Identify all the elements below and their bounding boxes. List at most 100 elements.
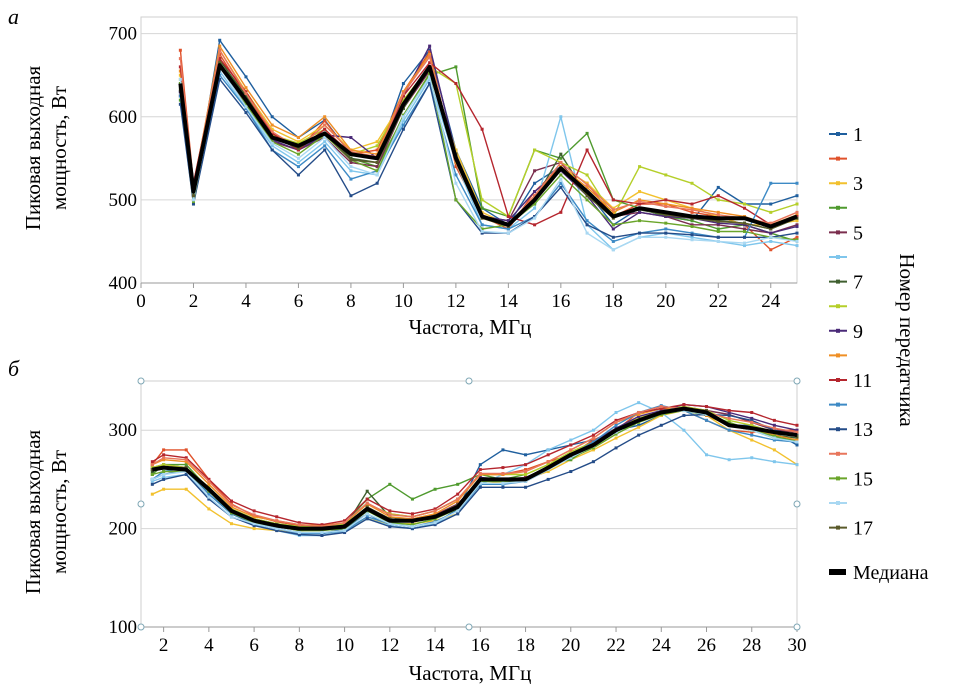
panel-b-series-point-10 — [184, 460, 188, 464]
panel-a-series-point-11 — [743, 206, 747, 210]
panel-a-series-point-16 — [191, 198, 195, 202]
panel-a-series-point-10 — [323, 115, 327, 119]
panel-b-series-point-11 — [388, 509, 392, 513]
panel-b-series-point-12 — [727, 428, 731, 432]
panel-b-series-point-8 — [569, 450, 573, 454]
panel-b-series-point-13 — [343, 531, 347, 535]
panel-a-series-point-16 — [454, 181, 458, 185]
legend-marker-16 — [836, 501, 840, 505]
panel-a-xtick-label: 20 — [656, 291, 675, 312]
panel-b-series-point-11 — [252, 509, 256, 513]
panel-a-series-line-6 — [179, 70, 798, 251]
panel-b-ytick-label: 300 — [109, 420, 138, 441]
panel-a-series-point-12 — [454, 173, 458, 177]
panel-b-series-point-1 — [501, 448, 505, 452]
panel-b-series-point-11 — [343, 519, 347, 523]
panel-a-series-point-5 — [795, 223, 799, 227]
panel-b-series-point-16 — [343, 529, 347, 533]
panel-a-series-point-6 — [270, 144, 274, 148]
panel-b-series-point-11 — [365, 497, 369, 501]
panel-a-series-point-5 — [690, 223, 694, 227]
panel-a-series-point-4 — [690, 219, 694, 223]
panel-a-series-point-17 — [716, 219, 720, 223]
panel-b-series-point-1 — [637, 423, 641, 427]
panel-b-series-point-7 — [365, 489, 369, 493]
panel-a-series-point-12 — [296, 165, 300, 169]
panel-b-series-point-14 — [252, 513, 256, 517]
legend-label-7: 7 — [853, 272, 863, 294]
panel-a-series-point-10 — [428, 52, 432, 56]
panel-a-series-point-1 — [401, 82, 405, 85]
panel-b-series-point-6 — [682, 428, 686, 432]
panel-b-series-point-8 — [727, 418, 731, 422]
panel-b-series-point-16 — [772, 436, 776, 440]
panel-a-series-point-11 — [454, 82, 458, 85]
panel-a-series-point-3 — [585, 181, 589, 185]
panel-a-series-point-15 — [795, 238, 799, 242]
panel-a-series-point-8 — [296, 141, 300, 145]
panel-a-series-point-12 — [506, 227, 510, 231]
panel-a-series-point-13 — [585, 223, 589, 227]
panel-b-xtick-label: 6 — [249, 635, 259, 656]
panel-b-series-point-8 — [524, 472, 528, 476]
selection-handle[interactable] — [137, 623, 145, 631]
panel-b-series-point-8 — [682, 405, 686, 409]
panel-a-series-point-5 — [375, 165, 379, 169]
panel-b-series-line-7 — [152, 407, 798, 531]
panel-b-series-point-11 — [478, 468, 482, 472]
panel-a-series-point-10 — [296, 136, 300, 140]
panel-b-series-point-14 — [546, 460, 550, 464]
panel-b-series-point-3 — [184, 487, 188, 491]
panel-a-series-point-6 — [769, 239, 773, 243]
panel-b-series-point-8 — [162, 463, 166, 467]
panel-b-series-point-12 — [591, 440, 595, 444]
panel-a-series-point-16 — [506, 231, 510, 235]
panel-b-series-point-10 — [207, 482, 211, 486]
panel-a-series-point-17 — [743, 221, 747, 225]
panel-a-series-point-11 — [611, 198, 615, 202]
selection-handle[interactable] — [793, 623, 801, 631]
selection-handle[interactable] — [465, 377, 473, 385]
selection-handle[interactable] — [465, 623, 473, 631]
panel-a-series-point-1 — [244, 75, 248, 79]
panel-a-series-point-13 — [795, 231, 799, 235]
panel-b-series-point-11 — [659, 407, 663, 411]
selection-handle[interactable] — [137, 500, 145, 508]
panel-a-series-point-3 — [375, 140, 379, 144]
panel-b-series-point-11 — [614, 418, 618, 422]
panel-b-series-point-17 — [184, 466, 188, 470]
panel-a-series-point-16 — [769, 235, 773, 239]
legend-marker-15 — [836, 476, 840, 481]
selection-handle[interactable] — [137, 377, 145, 385]
panel-b-series-point-2 — [524, 468, 528, 472]
legend-marker-2 — [836, 156, 840, 161]
panel-b-series-point-11 — [320, 523, 324, 527]
panel-b-series-point-16 — [207, 495, 211, 499]
panel-a-series-point-12 — [611, 239, 615, 243]
panel-a-series-point-3 — [296, 140, 300, 144]
panel-a-series-point-13 — [664, 231, 668, 235]
panel-a-series-point-16 — [244, 105, 248, 109]
panel-b-series-point-15 — [772, 434, 776, 438]
panel-a-series-point-1 — [795, 194, 799, 198]
legend-marker-17 — [836, 525, 840, 530]
panel-a-series-point-12 — [795, 181, 799, 185]
panel-b-series-point-11 — [275, 515, 279, 519]
panel-a-series-point-14 — [428, 55, 432, 59]
panel-b-series-point-13 — [569, 470, 573, 474]
legend-label-13: 13 — [853, 419, 873, 441]
panel-b-series-point-16 — [433, 521, 437, 525]
selection-handle[interactable] — [793, 377, 801, 385]
panel-a-series-point-16 — [743, 241, 747, 245]
panel-a-series-point-16 — [638, 235, 642, 239]
panel-b-series-point-15 — [162, 470, 166, 474]
panel-b-series-point-7 — [795, 436, 799, 440]
panel-b-series-point-14 — [614, 420, 618, 424]
panel-b-series-point-6 — [637, 401, 641, 405]
panel-b-series-point-6 — [705, 453, 709, 457]
panel-a-series-point-14 — [270, 130, 274, 134]
selection-handle[interactable] — [793, 500, 801, 508]
panel-a-series-point-14 — [795, 210, 799, 214]
panel-b-series-point-16 — [795, 440, 799, 444]
panel-a-series-point-4 — [585, 131, 589, 135]
